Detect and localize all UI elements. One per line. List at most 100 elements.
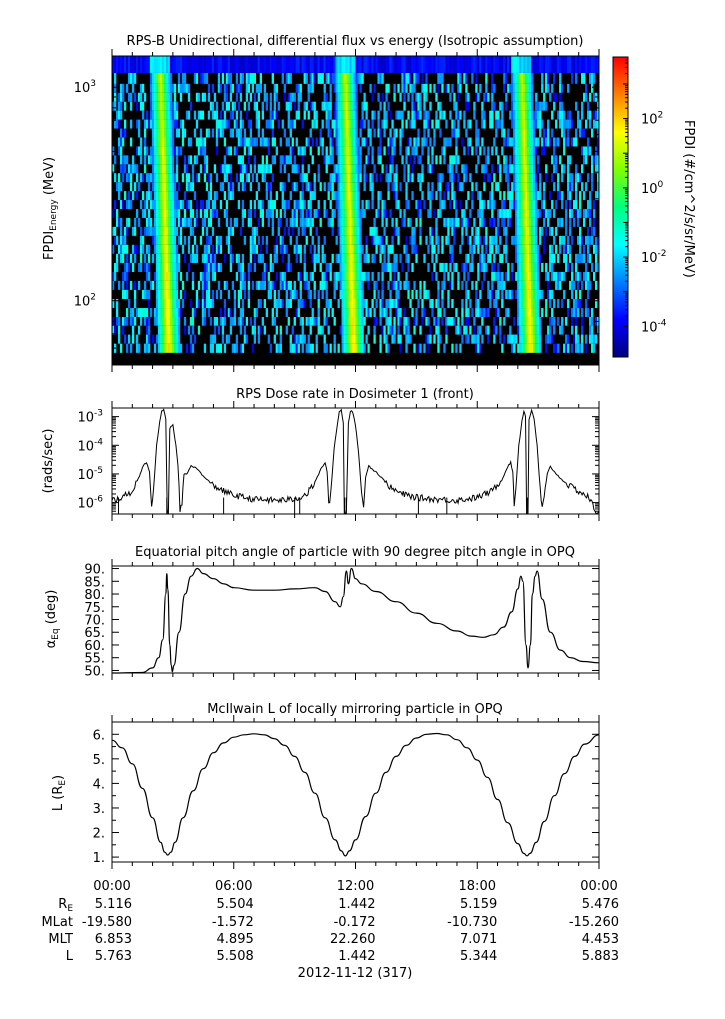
flux-cell (493, 262, 496, 272)
flux-cell (495, 110, 498, 120)
flux-cell (231, 128, 235, 138)
flux-cell (503, 137, 506, 147)
flux-cell (112, 325, 115, 335)
flux-cell (535, 209, 538, 218)
flux-cell (525, 217, 528, 227)
flux-cell (153, 92, 157, 102)
flux-cell (281, 56, 284, 73)
flux-cell (231, 316, 235, 326)
flux-cell (291, 209, 294, 218)
flux-cell (191, 209, 195, 218)
flux-cell (507, 56, 510, 73)
flux-cell (339, 72, 342, 84)
flux-cell (131, 262, 135, 272)
flux-cell (587, 253, 590, 263)
flux-cell (461, 308, 464, 317)
flux-cell (467, 56, 470, 73)
flux-cell (379, 155, 382, 165)
flux-cell (365, 155, 368, 165)
flux-cell (141, 308, 145, 317)
flux-cell (317, 164, 320, 174)
flux-cell (159, 110, 163, 120)
flux-cell (521, 137, 524, 147)
flux-cell (537, 110, 540, 120)
flux-cell (179, 343, 183, 353)
flux-cell (499, 209, 502, 218)
flux-cell (539, 110, 542, 120)
flux-cell (565, 343, 568, 353)
flux-cell (143, 308, 147, 317)
flux-cell (355, 146, 358, 156)
flux-cell (239, 325, 243, 335)
flux-cell (229, 308, 233, 317)
flux-cell (525, 209, 528, 218)
flux-cell (391, 217, 394, 227)
flux-cell (351, 72, 354, 84)
flux-cell (227, 164, 231, 174)
flux-cell (307, 289, 310, 299)
flux-cell (347, 146, 350, 156)
flux-cell (545, 334, 548, 344)
flux-cell (553, 92, 556, 102)
flux-cell (405, 200, 408, 210)
flux-cell (167, 308, 171, 317)
flux-cell (395, 280, 398, 290)
flux-cell (123, 334, 127, 344)
flux-cell (125, 289, 129, 299)
flux-cell (195, 209, 199, 218)
flux-cell (113, 119, 117, 129)
flux-cell (501, 128, 504, 138)
flux-cell (123, 235, 127, 245)
flux-cell (217, 56, 221, 73)
flux-cell (267, 119, 270, 129)
flux-cell (157, 200, 161, 210)
flux-cell (489, 110, 492, 120)
flux-cell (243, 280, 247, 290)
flux-cell (307, 56, 310, 73)
flux-cell (257, 182, 260, 192)
flux-cell (225, 101, 229, 111)
flux-cell (169, 271, 173, 281)
flux-cell (269, 119, 272, 129)
flux-cell (477, 244, 480, 254)
flux-cell (421, 83, 424, 93)
flux-cell (363, 173, 366, 183)
flux-cell (223, 316, 227, 326)
ephemeris-value: 4.453 (582, 932, 619, 947)
flux-cell (499, 280, 502, 290)
flux-cell (197, 325, 201, 335)
flux-cell (431, 271, 434, 281)
flux-cell (161, 164, 165, 174)
flux-cell (359, 155, 362, 165)
flux-cell (531, 262, 534, 272)
flux-cell (261, 164, 264, 174)
flux-cell (201, 72, 205, 84)
flux-cell (587, 137, 590, 147)
flux-cell (115, 182, 119, 192)
flux-cell (219, 244, 223, 254)
flux-cell (563, 343, 566, 353)
flux-cell (243, 56, 247, 73)
flux-cell (261, 173, 264, 183)
flux-cell (587, 56, 590, 73)
flux-cell (253, 137, 257, 147)
flux-cell (171, 316, 175, 326)
flux-cell (351, 271, 354, 281)
flux-cell (389, 209, 392, 218)
flux-cell (479, 209, 482, 218)
flux-cell (547, 289, 550, 299)
flux-cell (463, 325, 466, 335)
flux-cell (175, 155, 179, 165)
flux-cell (481, 101, 484, 111)
flux-cell (273, 244, 276, 254)
flux-cell (517, 83, 520, 93)
flux-cell (295, 83, 298, 93)
flux-cell (543, 128, 546, 138)
flux-cell (123, 155, 127, 165)
flux-cell (487, 334, 490, 344)
flux-cell (341, 289, 344, 299)
flux-cell (527, 308, 530, 317)
flux-cell (517, 235, 520, 245)
flux-cell (349, 173, 352, 183)
flux-cell (165, 146, 169, 156)
